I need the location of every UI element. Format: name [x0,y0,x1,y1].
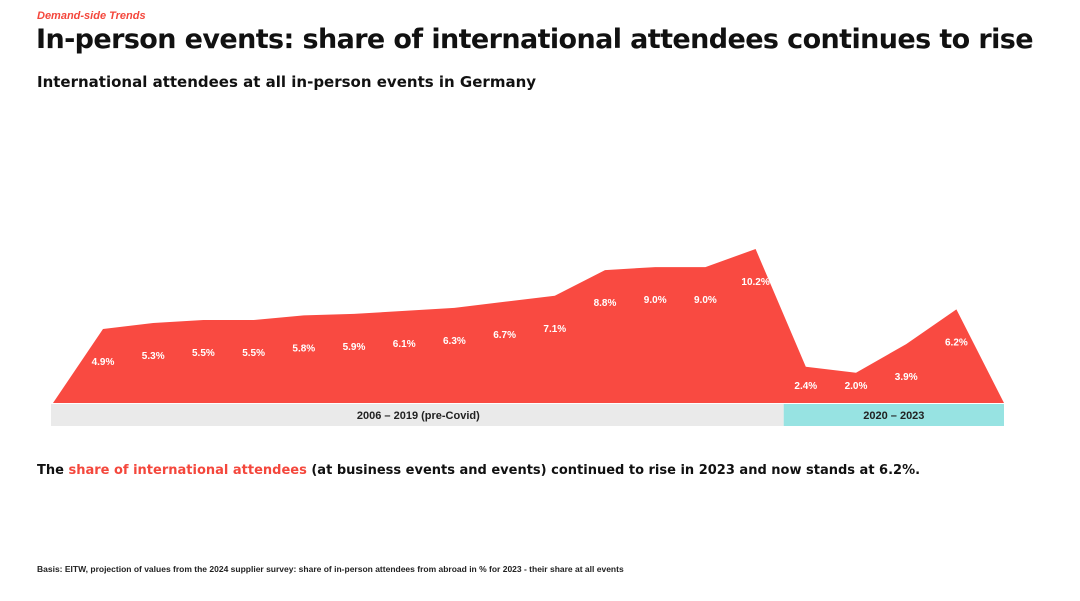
data-label-2006: 4.9% [92,357,115,368]
summary-text: The share of international attendees (at… [37,463,920,478]
chart-subtitle: International attendees at all in-person… [37,73,537,91]
period-band-2020-2023 [783,404,1004,426]
summary-highlight: share of international attendees [68,463,307,478]
data-label-2016: 8.8% [594,298,617,309]
period-bands [51,404,1004,426]
data-label-2010: 5.8% [292,343,315,354]
period-label-2020-2023: 2020 – 2023 [863,410,924,422]
period-band-pre-covid [51,404,784,426]
data-label-2022: 3.9% [895,372,918,383]
data-label-2009: 5.5% [242,348,265,359]
summary-prefix: The [37,463,69,478]
data-label-2020: 2.4% [794,381,817,392]
period-labels: 2006 – 2019 (pre-Covid) 2020 – 2023 [357,410,925,422]
data-label-2019: 10.2% [741,277,769,288]
source-note: Basis: EITW, projection of values from t… [37,564,624,574]
page-title: In-person events: share of international… [36,24,1034,55]
data-label-2023: 6.2% [945,337,968,348]
data-label-2018: 9.0% [694,295,717,306]
data-labels: 4.9% 5.3% 5.5% 5.5% 5.8% 5.9% 6.1% 6.3% 6.7% 7.1%… [92,277,968,392]
data-label-2017: 9.0% [644,295,667,306]
data-label-2021: 2.0% [845,381,868,392]
data-label-2013: 6.3% [443,336,466,347]
data-label-2015: 7.1% [543,324,566,335]
period-label-pre-covid: 2006 – 2019 (pre-Covid) [357,410,480,422]
data-label-2011: 5.9% [343,342,366,353]
data-label-2008: 5.5% [192,348,215,359]
area-series [53,249,1004,403]
data-label-2012: 6.1% [393,339,416,350]
area-layer [53,249,1004,403]
data-label-2007: 5.3% [142,351,165,362]
section-kicker: Demand-side Trends [37,10,146,22]
data-label-2014: 6.7% [493,330,516,341]
summary-suffix: (at business events and events) continue… [306,463,921,478]
